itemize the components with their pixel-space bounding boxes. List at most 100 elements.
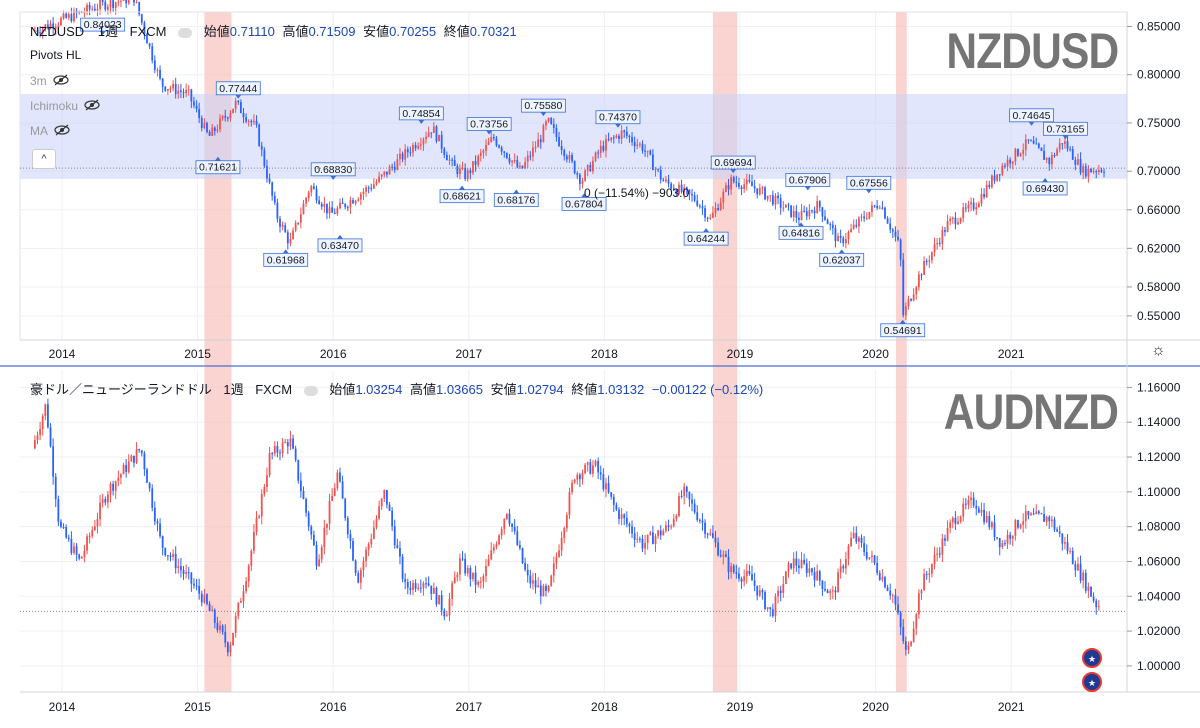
measure-label: 0 (−11.54%) −903.0 <box>584 186 690 200</box>
bottom-candle <box>161 535 164 556</box>
top-open-label: 始値 <box>203 24 230 39</box>
bottom-candle <box>625 511 628 528</box>
top-candle <box>719 197 722 211</box>
bottom-candle <box>1024 504 1027 529</box>
top-candle <box>631 132 633 146</box>
top-candle <box>120 0 122 8</box>
top-candle <box>868 211 871 220</box>
top-candle <box>829 222 832 231</box>
visibility-pill-icon[interactable] <box>303 385 318 396</box>
bottom-candle <box>221 624 224 635</box>
top-candle <box>917 270 920 291</box>
top-candle <box>1035 137 1038 145</box>
top-candle <box>344 203 347 210</box>
top-candle <box>526 150 529 168</box>
bottom-candle <box>326 523 328 535</box>
top-candle <box>894 226 897 242</box>
bottom-candle <box>925 570 928 580</box>
collapse-legend-button[interactable]: ^ <box>32 149 56 169</box>
top-candle <box>753 179 756 193</box>
bottom-candle <box>970 491 972 509</box>
hidden-eye-icon[interactable] <box>54 124 70 139</box>
bottom-candle <box>795 551 798 572</box>
top-candle <box>310 184 313 197</box>
bottom-candle <box>247 563 250 588</box>
bottom-candle <box>146 467 148 483</box>
bottom-candle <box>983 502 985 525</box>
bottom-candle <box>1084 569 1087 594</box>
top-interval[interactable]: 1週 <box>97 24 119 39</box>
top-candle <box>198 102 201 124</box>
top-candle <box>537 132 540 148</box>
bottom-candle <box>818 569 821 586</box>
bottom-candle <box>432 582 435 594</box>
top-candle <box>795 204 798 223</box>
top-candle <box>813 206 816 219</box>
bottom-candle <box>834 586 837 600</box>
top-candle <box>951 216 954 224</box>
svg-text:0.64244: 0.64244 <box>687 233 725 245</box>
bottom-candle <box>865 544 868 561</box>
top-candle <box>47 19 49 30</box>
indicator-ma[interactable]: MA <box>30 124 70 139</box>
top-candle <box>607 132 610 142</box>
top-candle <box>195 100 198 113</box>
bottom-candle <box>172 549 174 561</box>
top-candle <box>811 209 813 214</box>
top-candle <box>1061 143 1064 150</box>
bottom-candle <box>109 481 112 503</box>
top-candle <box>250 119 253 127</box>
bottom-candle <box>743 569 746 587</box>
bottom-candle <box>1004 539 1006 547</box>
settings-gear-icon[interactable]: ☼ <box>1151 342 1166 359</box>
bottom-candle <box>281 438 284 458</box>
bottom-candle <box>36 431 39 445</box>
bottom-candle <box>427 576 430 587</box>
bottom-candle <box>52 438 55 485</box>
hidden-eye-icon[interactable] <box>53 74 69 89</box>
bottom-candle <box>49 423 52 448</box>
indicator-pivots[interactable]: Pivots HL <box>30 48 81 62</box>
x-tick-bottom-6: 2020 <box>862 700 889 714</box>
pivot-label: 0.54691 <box>880 319 926 338</box>
bottom-candle <box>490 542 493 561</box>
indicator-3m[interactable]: 3m <box>30 74 69 89</box>
x-tick-top-5: 2019 <box>727 347 754 361</box>
top-candle <box>323 197 326 213</box>
top-candle <box>388 164 391 175</box>
bottom-candle <box>610 492 613 500</box>
top-candle <box>284 222 287 233</box>
top-candle <box>928 255 931 269</box>
bottom-candle <box>813 567 816 588</box>
bottom-candle <box>492 543 495 554</box>
bottom-candle <box>425 577 427 589</box>
bottom-candle <box>521 547 524 565</box>
top-candle <box>584 168 587 182</box>
top-candle <box>1095 169 1098 179</box>
candles-bottom <box>33 398 1100 657</box>
axes: 0.85000 0.80000 0.75000 0.70000 0.66000 0.620… <box>0 11 1200 714</box>
top-candle <box>425 131 427 144</box>
bottom-candle <box>612 493 615 512</box>
y-tick-bottom-0: 1.16000 <box>1137 380 1181 394</box>
bottom-symbol[interactable]: 豪ドル／ニュージーランドドル <box>30 382 212 397</box>
bottom-interval[interactable]: 1週 <box>223 382 244 397</box>
top-candle <box>764 185 766 201</box>
top-candle <box>146 32 148 44</box>
bottom-candle <box>962 498 965 522</box>
top-candle <box>1090 168 1092 173</box>
indicator-ichimoku[interactable]: Ichimoku <box>30 99 100 114</box>
visibility-pill-icon[interactable] <box>178 27 193 38</box>
top-candle <box>532 141 534 162</box>
bottom-candle <box>698 518 701 524</box>
top-candle <box>821 206 824 223</box>
top-candle <box>172 80 174 92</box>
top-candle <box>876 199 879 211</box>
bottom-candle <box>652 525 654 545</box>
bottom-candle <box>80 556 83 559</box>
bottom-candle <box>1027 510 1030 520</box>
top-candle <box>448 154 451 166</box>
top-symbol[interactable]: NZDUSD <box>30 24 85 39</box>
hidden-eye-icon[interactable] <box>84 99 100 114</box>
